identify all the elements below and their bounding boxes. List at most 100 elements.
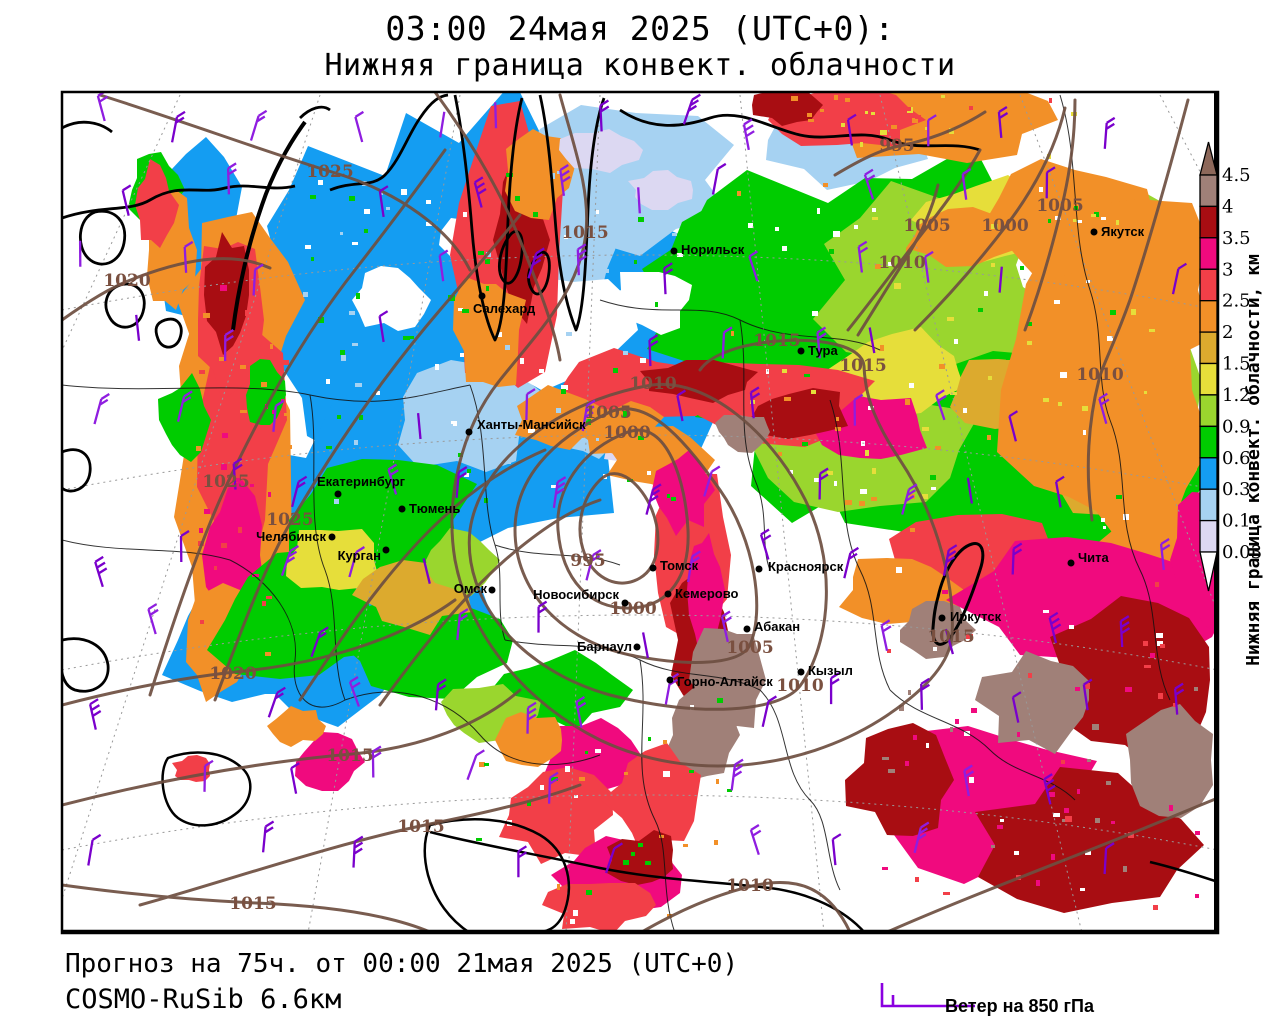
city-label: Екатеринбург <box>317 474 406 489</box>
cloud-speck <box>326 446 332 449</box>
cloud-speck <box>845 500 852 505</box>
city-marker <box>649 564 657 572</box>
cloud-speck <box>727 789 732 792</box>
colorbar-tick-label: 3 <box>1222 259 1233 280</box>
cloud-speck <box>988 376 992 380</box>
cloud-speck <box>865 111 868 114</box>
meridian-line <box>62 94 321 901</box>
cloud-speck <box>962 259 967 264</box>
cloud-speck <box>834 95 838 100</box>
cloud-speck <box>1108 205 1113 211</box>
cloud-speck <box>764 490 767 493</box>
city-marker <box>797 668 805 676</box>
cloud-speck <box>845 98 850 102</box>
cloud-speck <box>915 877 919 882</box>
cloud-blob <box>752 92 823 126</box>
cloud-speck <box>1101 518 1105 522</box>
isobar-label: 1015 <box>229 894 276 914</box>
isobar-label: 1005 <box>903 216 950 236</box>
city-marker <box>621 599 629 607</box>
wind-barb-icon <box>517 845 528 878</box>
cloud-speck <box>486 286 489 291</box>
cloud-speck <box>1069 625 1074 629</box>
cloud-speck <box>236 567 242 572</box>
colorbar: 4.5 4 3.5 3 2.5 2 1.5 1.2 0.9 0.6 0.3 0.1 0.03 <box>1199 141 1262 592</box>
wind-barb-icon <box>183 240 194 273</box>
city: Кызыл <box>797 663 853 678</box>
cloud-blob <box>743 388 848 439</box>
wind-barb-icon <box>682 93 701 125</box>
cloud-speck <box>204 509 210 514</box>
city: Норильск <box>670 242 745 257</box>
cloud-blob <box>505 129 578 220</box>
wind-legend-label: Ветер на 850 гПа <box>945 996 1095 1016</box>
cloud-speck <box>926 743 929 748</box>
cloud-speck <box>364 229 368 233</box>
cloud-speck <box>731 331 734 336</box>
city: Тюмень <box>398 501 460 516</box>
city-label: Томск <box>660 558 699 573</box>
city: Якутск <box>1090 224 1145 239</box>
colorbar-tick-label: 0.3 <box>1222 479 1251 500</box>
cloud-speck <box>355 383 362 387</box>
cloud-speck <box>1110 310 1116 315</box>
cloud-speck <box>222 433 228 438</box>
city-marker <box>382 546 390 554</box>
isobar-label: 1020 <box>209 664 256 684</box>
cloud-speck <box>841 104 847 109</box>
cloud-speck <box>476 838 482 841</box>
wind-barb-icon <box>576 243 587 276</box>
wind-barb-icon <box>552 476 567 508</box>
cloud-speck <box>484 763 489 766</box>
cloud-speck <box>714 840 718 845</box>
cloud-speck <box>791 96 798 101</box>
cloud-speck <box>1143 641 1148 646</box>
cloud-speck <box>1000 819 1004 822</box>
cloud-blob <box>398 360 544 472</box>
cloud-speck <box>279 478 284 483</box>
wind-barb-icon <box>310 626 329 658</box>
cloud-speck <box>1157 641 1163 646</box>
wind-barb-icon <box>261 820 275 853</box>
isobar-line <box>450 93 954 768</box>
city-label: Горно-Алтайск <box>677 674 773 689</box>
cloud-speck <box>540 785 544 790</box>
wind-barb-icon <box>1048 611 1062 644</box>
wind-barb-icon <box>829 672 840 705</box>
cloud-speck <box>356 293 360 299</box>
cloud-speck <box>1144 665 1151 668</box>
wind-barb-icon <box>843 546 860 579</box>
cloud-speck <box>715 794 719 800</box>
cloud-speck <box>834 481 837 486</box>
cloud-speck <box>647 471 651 475</box>
cloud-speck <box>689 770 694 773</box>
colorbar-tick-label: 0.6 <box>1222 448 1251 469</box>
cloud-speck <box>804 374 810 377</box>
cloud-speck <box>1020 266 1024 270</box>
cloud-speck <box>261 382 267 387</box>
cloud-blob <box>715 415 770 453</box>
cloud-speck <box>784 397 791 401</box>
isobar-line <box>913 106 1067 332</box>
cloud-speck <box>915 115 921 119</box>
wind-barb-icon <box>935 389 947 421</box>
cloud-speck <box>435 364 439 370</box>
cloud-speck <box>748 223 753 228</box>
colorbar-segment <box>1199 300 1218 333</box>
wind-barb-icon <box>93 393 110 425</box>
cloud-speck <box>613 368 618 373</box>
cloud-speck <box>782 369 787 373</box>
cloud-speck <box>919 123 926 126</box>
cloud-speck <box>508 459 511 464</box>
cloud-speck <box>240 365 246 369</box>
cloud-speck <box>238 527 242 533</box>
cloud-speck <box>638 843 643 847</box>
wind-barb-icon <box>147 603 159 635</box>
map: 1025 1020 1025 1025 1020 1015 1015 1015 1010 1015… <box>60 90 1220 935</box>
cloud-speck <box>1103 526 1106 529</box>
cloud-speck <box>220 285 227 291</box>
cloud-speck <box>1169 805 1173 811</box>
isobar-line <box>833 110 987 177</box>
wind-barb-icon <box>88 698 102 730</box>
cloud-speck <box>1054 300 1060 304</box>
